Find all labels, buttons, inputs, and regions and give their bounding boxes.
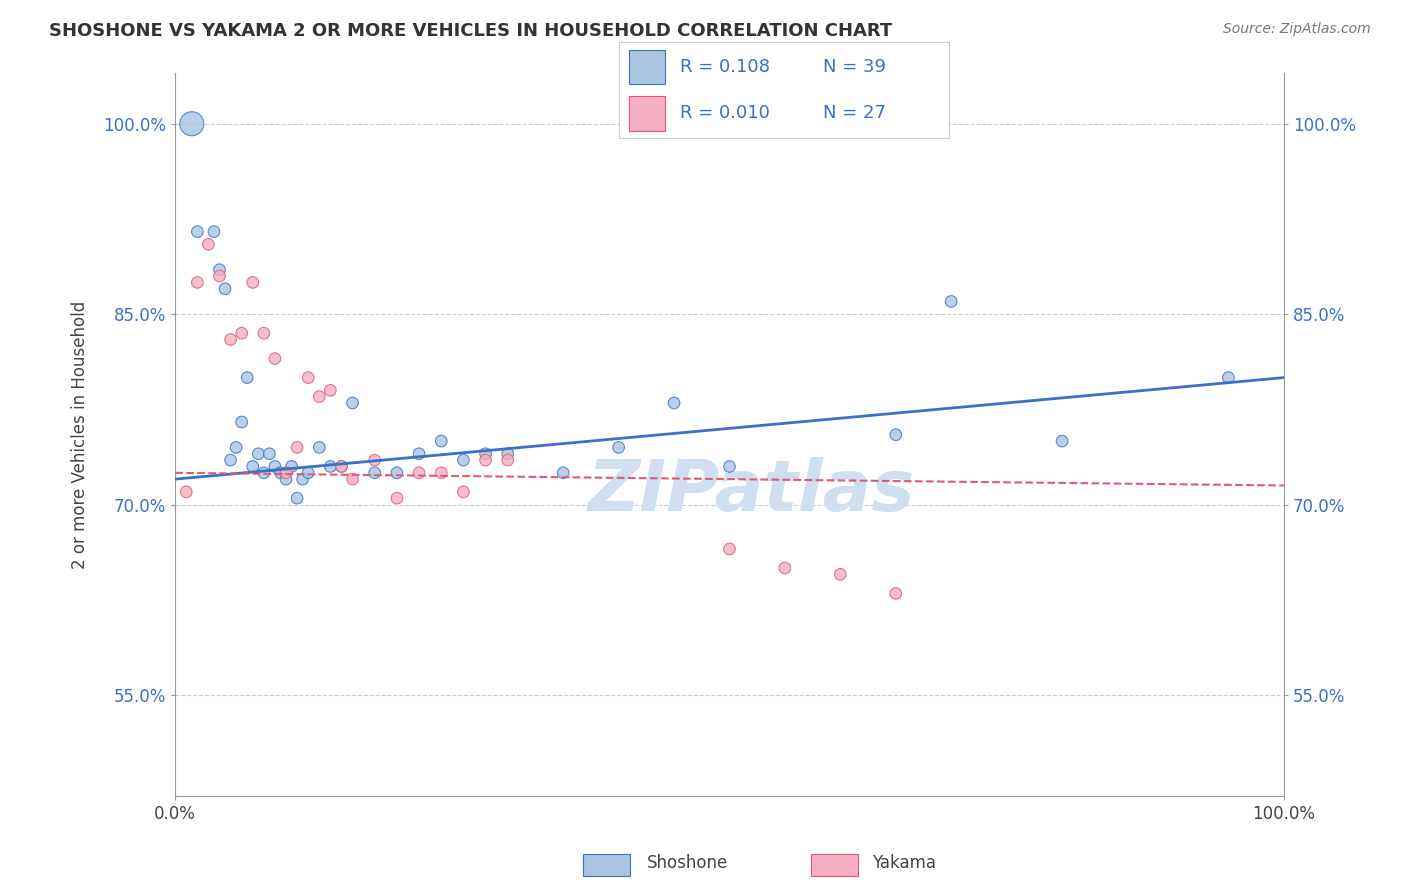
Point (408, 447, 430, 461)
Point (285, 441, 308, 455)
Point (269, 466, 291, 480)
Point (474, 453, 496, 467)
Point (319, 384, 342, 398)
Point (231, 326, 253, 341)
Point (285, 491, 308, 505)
Point (297, 370, 319, 384)
Point (297, 466, 319, 480)
Text: SHOSHONE VS YAKAMA 2 OR MORE VEHICLES IN HOUSEHOLD CORRELATION CHART: SHOSHONE VS YAKAMA 2 OR MORE VEHICLES IN… (49, 22, 893, 40)
Text: N = 27: N = 27 (824, 104, 887, 122)
Point (231, 415, 253, 429)
Point (773, 561, 796, 575)
Point (264, 351, 287, 366)
Point (385, 491, 408, 505)
Text: Source: ZipAtlas.com: Source: ZipAtlas.com (1223, 22, 1371, 37)
Point (453, 453, 475, 467)
Point (242, 459, 264, 474)
Text: Yakama: Yakama (872, 855, 936, 872)
Point (364, 466, 387, 480)
Point (180, 117, 202, 131)
Point (274, 466, 297, 480)
Point (186, 276, 208, 290)
Point (208, 262, 231, 277)
Point (197, 237, 219, 252)
Text: N = 39: N = 39 (824, 58, 887, 76)
Point (174, 484, 197, 499)
Point (247, 447, 270, 461)
Point (274, 472, 297, 486)
Point (453, 484, 475, 499)
Point (430, 434, 453, 448)
Point (225, 441, 247, 455)
Point (214, 282, 236, 296)
Text: ZIPatlas: ZIPatlas (588, 458, 915, 526)
Point (496, 447, 519, 461)
Text: R = 0.108: R = 0.108 (679, 58, 769, 76)
Point (385, 466, 408, 480)
Point (253, 466, 276, 480)
Point (662, 396, 685, 410)
Point (264, 459, 287, 474)
Point (718, 459, 741, 474)
Point (330, 459, 353, 474)
Point (1218, 370, 1240, 384)
Point (186, 225, 208, 239)
Point (342, 396, 364, 410)
Point (884, 586, 907, 600)
Point (219, 333, 242, 347)
Point (364, 453, 387, 467)
Point (219, 453, 242, 467)
Point (253, 326, 276, 341)
Point (319, 459, 342, 474)
Point (430, 466, 453, 480)
Point (496, 453, 519, 467)
Point (941, 294, 963, 309)
Bar (628, 95, 665, 130)
Point (474, 447, 496, 461)
Point (242, 276, 264, 290)
Point (208, 268, 231, 283)
Point (342, 472, 364, 486)
Point (408, 466, 430, 480)
Bar (628, 50, 665, 85)
Point (553, 466, 575, 480)
Point (202, 225, 225, 239)
Text: Shoshone: Shoshone (647, 855, 728, 872)
Point (884, 427, 907, 442)
Point (330, 459, 353, 474)
Point (308, 390, 330, 404)
Point (280, 459, 302, 474)
Y-axis label: 2 or more Vehicles in Household: 2 or more Vehicles in Household (72, 301, 89, 569)
Text: R = 0.010: R = 0.010 (679, 104, 769, 122)
Point (607, 441, 630, 455)
Point (830, 567, 852, 582)
Point (718, 541, 741, 556)
Point (1050, 434, 1073, 448)
Point (308, 441, 330, 455)
Point (291, 472, 314, 486)
Point (236, 370, 259, 384)
Point (259, 447, 281, 461)
